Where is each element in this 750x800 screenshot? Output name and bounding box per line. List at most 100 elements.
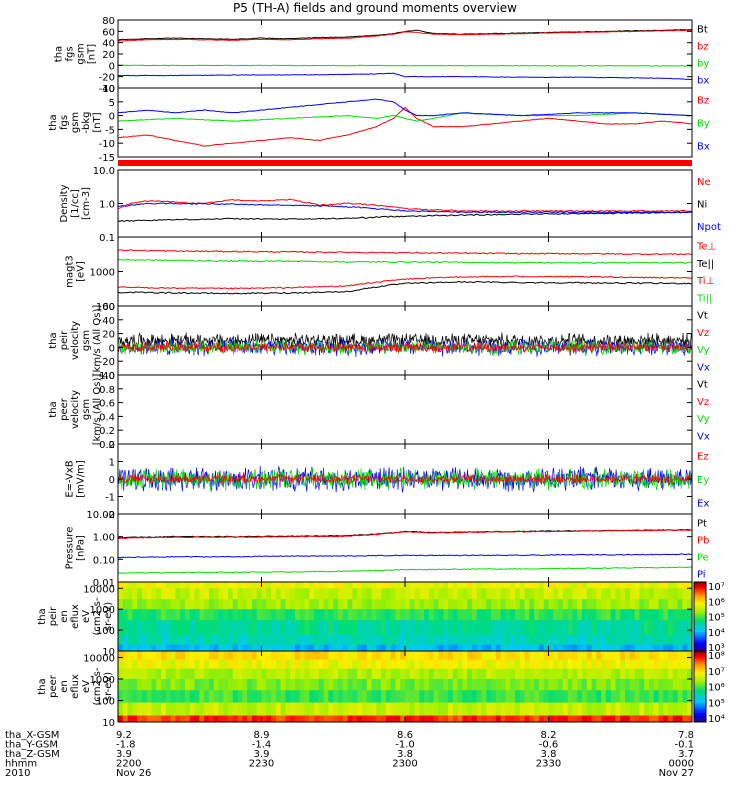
spectrogram-cell — [491, 678, 497, 691]
spectrogram-cell — [548, 634, 554, 646]
spectrogram-cell — [376, 609, 382, 621]
spectrogram-cell — [591, 609, 597, 621]
spectrogram-cell — [658, 599, 664, 610]
legend-Ti⊥: Ti⊥ — [696, 276, 714, 287]
spectrogram-cell — [275, 690, 282, 704]
spectrogram-cell — [127, 702, 133, 717]
spectrogram-cell — [615, 588, 621, 600]
spectrogram-cell — [629, 668, 636, 680]
spectrogram-cell — [634, 651, 640, 661]
spectrogram-cell — [500, 702, 507, 717]
spectrogram-cell — [663, 644, 669, 651]
legend-Vz: Vz — [697, 328, 709, 339]
y-tick-label: 40 — [102, 39, 115, 50]
spectrogram-cell — [275, 634, 282, 646]
spectrogram-cell — [414, 678, 420, 691]
spectrogram-cell — [644, 620, 650, 636]
spectrogram-cell — [395, 678, 401, 691]
series-noise-Vy — [118, 339, 692, 357]
legend-By: By — [697, 119, 710, 130]
spectrogram-cell — [634, 609, 640, 621]
spectrogram-cell — [228, 690, 234, 704]
spectrogram-cell — [610, 668, 617, 680]
spectrogram-cell — [290, 668, 296, 680]
orbit-value: Nov 26 — [116, 768, 151, 779]
spectrogram-cell — [668, 582, 674, 589]
spectrogram-cell — [294, 609, 301, 621]
series-noise-Vz — [118, 341, 692, 354]
spectrogram-cell — [237, 668, 243, 680]
spectrogram-cell — [400, 588, 406, 600]
spectrogram-cell — [491, 599, 497, 610]
spectrogram-cell — [132, 678, 138, 691]
colorbar-cell — [694, 583, 706, 586]
spectrogram-cell — [495, 659, 502, 670]
spectrogram-cell — [515, 651, 521, 661]
spectrogram-cell — [672, 634, 679, 646]
spectrogram-cell — [548, 588, 554, 600]
spectrogram-cell — [419, 588, 425, 600]
spectrogram-cell — [620, 678, 626, 691]
spectrogram-cell — [357, 690, 363, 704]
spectrogram-cell — [610, 651, 617, 661]
spectrogram-cell — [433, 690, 440, 704]
spectrogram-cell — [285, 588, 291, 600]
spectrogram-cell — [122, 659, 129, 670]
orbit-value: -0.1 — [674, 740, 694, 751]
spectrogram-cell — [467, 651, 473, 661]
spectrogram-cell — [228, 715, 234, 722]
spectrogram-cell — [644, 588, 650, 600]
spectrogram-cell — [672, 690, 679, 704]
spectrogram-cell — [639, 668, 645, 680]
spectrogram-cell — [419, 651, 425, 661]
spectrogram-cell — [237, 599, 243, 610]
y-axis-label-line: velocity — [70, 390, 81, 429]
spectrogram-cell — [137, 588, 143, 600]
spectrogram-cell — [137, 599, 143, 610]
spectrogram-cell — [228, 620, 234, 636]
spectrogram-cell — [275, 668, 282, 680]
spectrogram-cell — [648, 582, 655, 589]
spectrogram-cell — [467, 644, 473, 651]
spectrogram-cell — [132, 582, 138, 589]
spectrogram-cell — [414, 702, 420, 717]
spectrogram-cell — [581, 702, 588, 717]
spectrogram-cell — [481, 620, 487, 636]
y-tick-label: -20 — [99, 357, 115, 368]
spectrogram-cell — [347, 609, 353, 621]
spectrogram-cell — [586, 702, 593, 717]
spectrogram-cell — [290, 599, 296, 610]
spectrogram-cell — [658, 634, 664, 646]
spectrogram-cell — [553, 659, 559, 670]
spectrogram-cell — [634, 620, 640, 636]
colorbar-cell — [694, 706, 706, 709]
spectrogram-cell — [299, 659, 306, 670]
spectrogram-cell — [347, 588, 353, 600]
spectrogram-cell — [457, 715, 463, 722]
legend-Ez: Ez — [697, 452, 709, 463]
colorbar-cell — [694, 666, 706, 670]
colorbar-cell — [694, 661, 706, 664]
spectrogram-cell — [682, 620, 688, 636]
spectrogram-cell — [232, 690, 239, 704]
spectrogram-cell — [515, 715, 521, 722]
spectrogram-cell — [208, 599, 215, 610]
spectrogram-cell — [428, 690, 435, 704]
spectrogram-cell — [510, 690, 516, 704]
spectrogram-cell — [505, 668, 511, 680]
spectrogram-cell — [409, 690, 416, 704]
spectrogram-cell — [328, 620, 334, 636]
spectrogram-cell — [204, 582, 210, 589]
spectrogram-cell — [223, 702, 229, 717]
spectrogram-cell — [342, 715, 349, 722]
spectrogram-cell — [381, 582, 387, 589]
spectrogram-cell — [457, 634, 463, 646]
spectrogram-cell — [261, 588, 267, 600]
spectrogram-cell — [395, 668, 401, 680]
spectrogram-cell — [419, 715, 425, 722]
orbit-value: -0.6 — [539, 740, 559, 751]
mode-bar — [118, 160, 692, 166]
spectrogram-cell — [366, 702, 373, 717]
